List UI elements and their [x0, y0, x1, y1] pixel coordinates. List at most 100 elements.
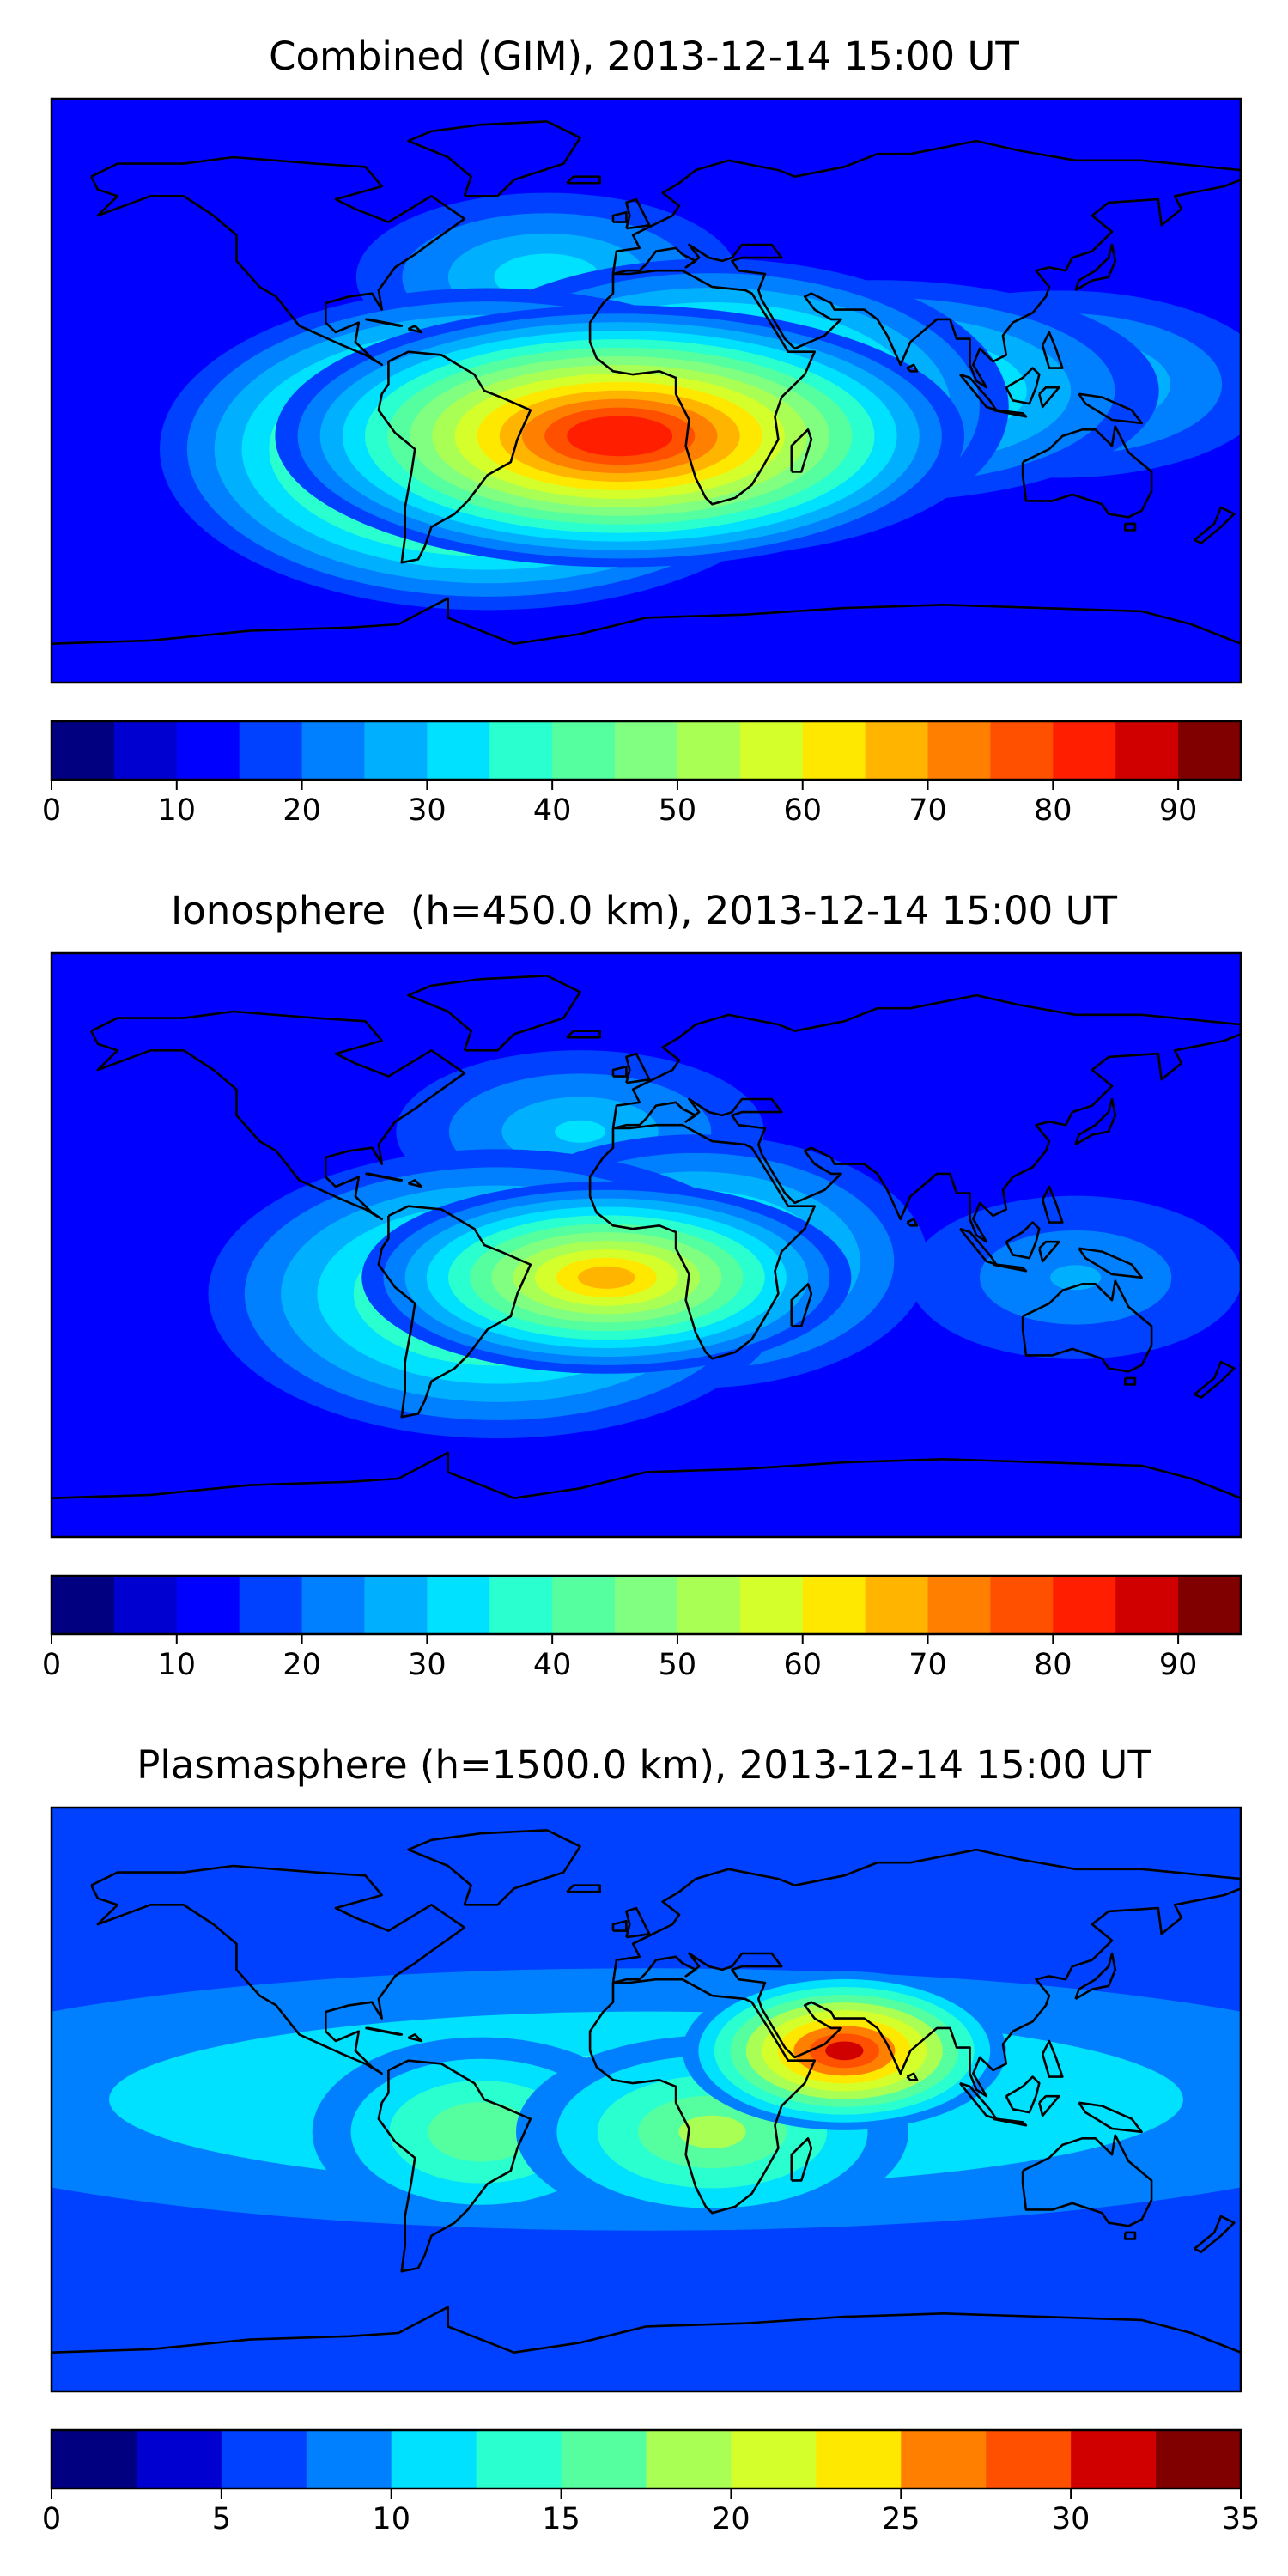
map-frame	[50, 1806, 1242, 2393]
coastline-12	[993, 409, 1028, 418]
coastlines	[52, 120, 1241, 646]
colorbar-segment	[113, 721, 178, 780]
colorbar-segment	[427, 1576, 490, 1634]
coastline-3	[611, 139, 1241, 389]
colorbar-1	[50, 720, 1242, 790]
coastline-8	[611, 210, 628, 223]
colorbar-segment	[52, 1576, 115, 1634]
colorbar-segment	[865, 721, 929, 780]
colorbar-segment	[136, 2430, 222, 2488]
colorbar-tick-label: 20	[712, 2502, 750, 2537]
colorbar-segment	[176, 721, 240, 780]
colorbar-segment	[1156, 2430, 1242, 2488]
colorbar-segment	[476, 2430, 562, 2488]
coastline-21	[1194, 2215, 1236, 2253]
coastline-15	[1078, 392, 1143, 425]
colorbar-segment	[901, 2430, 987, 2488]
contour-north-atlantic-band	[555, 1120, 606, 1143]
colorbar-tick-label: 60	[783, 1648, 822, 1682]
colorbar-segment	[646, 2430, 732, 2488]
contour-african-crest	[678, 2115, 746, 2148]
coastline-17	[790, 428, 813, 473]
colorbar-segment	[489, 721, 553, 780]
contour-field	[160, 192, 1241, 611]
colorbar-segment	[561, 2430, 647, 2488]
colorbar-2	[50, 1574, 1242, 1644]
colorbar-tick-label: 30	[408, 1648, 447, 1682]
coastlines	[52, 975, 1241, 1499]
colorbar-tick-label: 0	[41, 2502, 62, 2537]
coastline-20	[407, 2033, 423, 2043]
colorbar-3	[50, 2428, 1242, 2499]
coastline-6	[407, 120, 581, 197]
coastline-1	[377, 2059, 532, 2273]
colorbar-segment	[113, 1576, 178, 1634]
colorbar-segment	[391, 2430, 477, 2488]
coastline-19	[365, 1172, 404, 1182]
coastline-4	[1021, 1279, 1153, 1373]
colorbar-segment	[1178, 721, 1242, 780]
coastline-19	[365, 2026, 404, 2036]
map-frame	[50, 97, 1242, 684]
coastline-1	[377, 1205, 532, 1419]
coastline-16	[1041, 331, 1064, 369]
colorbar-segment	[1115, 721, 1179, 780]
colorbar-segment	[239, 721, 303, 780]
coastline-6	[407, 975, 581, 1052]
coastline-22	[1124, 2231, 1137, 2240]
coastline-10	[1074, 1097, 1117, 1146]
colorbar-segment	[615, 1576, 678, 1634]
colorbar-tick-label: 50	[658, 793, 697, 828]
colorbar-segment	[731, 2430, 817, 2488]
coastline-22	[1124, 522, 1137, 532]
colorbar-frame	[50, 720, 1242, 781]
colorbar-segment	[1115, 1576, 1179, 1634]
coastline-15	[1078, 2101, 1143, 2134]
colorbar-tick-label: 25	[882, 2502, 920, 2537]
coastline-7	[625, 1052, 651, 1084]
colorbar-segment	[927, 1576, 992, 1634]
colorbar-tick-label: 0	[41, 1648, 62, 1682]
coastline-9	[566, 175, 601, 185]
coastline-21	[1194, 1360, 1236, 1399]
coastline-12	[993, 2117, 1028, 2127]
coastline-3	[611, 993, 1241, 1243]
coastline-8	[611, 1919, 628, 1932]
coastline-8	[611, 1065, 628, 1078]
colorbar-segment	[1071, 2430, 1157, 2488]
colorbar-tick-label: 70	[908, 1648, 947, 1682]
coastline-5	[52, 597, 1241, 646]
colorbar-tick-label: 15	[542, 2502, 580, 2537]
coastline-20	[407, 1179, 423, 1188]
colorbar-segment	[552, 721, 616, 780]
contour-south-atlantic-maximum	[578, 1266, 635, 1289]
colorbar-tick-label: 40	[532, 793, 572, 828]
map-panel-2	[50, 951, 1242, 1644]
colorbar-tick-label: 20	[283, 1648, 321, 1682]
coastline-16	[1041, 1185, 1064, 1224]
coastline-7	[625, 1906, 651, 1939]
colorbar-tick-label: 35	[1221, 2502, 1261, 2537]
colorbar-tick-label: 20	[283, 793, 321, 828]
colorbar-segment	[239, 1576, 303, 1634]
colorbar-segment	[221, 2430, 307, 2488]
coastline-22	[1124, 1376, 1137, 1386]
coastline-17	[790, 2137, 813, 2182]
colorbar-segment	[865, 1576, 929, 1634]
colorbar-segment	[927, 721, 992, 780]
coastline-2	[588, 1978, 817, 2215]
colorbar-segment	[739, 1576, 804, 1634]
colorbar-segment	[1178, 1576, 1242, 1634]
coastline-7	[625, 197, 651, 230]
coastline-6	[407, 1829, 581, 1906]
coastline-13	[1005, 1221, 1041, 1260]
coastline-4	[1021, 425, 1153, 519]
colorbar-tick-label: 0	[41, 793, 62, 828]
coastline-18	[906, 2072, 919, 2081]
colorbar-tick-label: 30	[1051, 2502, 1091, 2537]
colorbar-segment	[1053, 721, 1116, 780]
colorbar-tick-label: 30	[408, 793, 447, 828]
contour-south-american-crest	[428, 2102, 534, 2162]
colorbar-segment	[802, 721, 866, 780]
contour-south-atlantic-maximum	[567, 416, 673, 457]
